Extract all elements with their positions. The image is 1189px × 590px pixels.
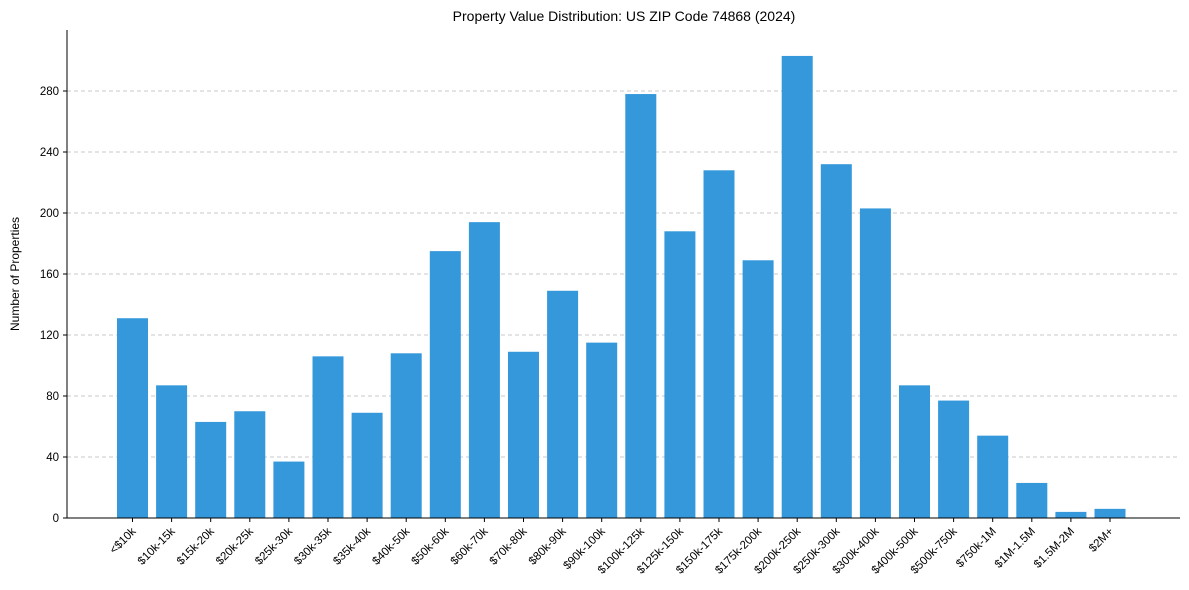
- bar: [508, 351, 539, 518]
- x-axis: <$10k$10k-15k$15k-20k$20k-25k$25k-30k$30…: [67, 517, 1180, 577]
- x-tick-label: $20k-25k: [214, 525, 256, 567]
- x-tick-label: $2M+: [1087, 525, 1116, 554]
- bar: [195, 421, 227, 518]
- bar: [586, 342, 618, 518]
- bar: [938, 400, 970, 518]
- bar: [625, 94, 657, 519]
- x-tick-label: $1.5M-2M: [1032, 526, 1077, 571]
- bar: [781, 55, 813, 519]
- bar: [664, 231, 696, 519]
- y-tick-label: 40: [46, 452, 59, 464]
- y-tick-label: 200: [40, 208, 59, 220]
- x-tick-label: <$10k: [108, 525, 139, 556]
- bar: [899, 385, 930, 518]
- bar: [703, 170, 735, 519]
- x-tick-label: $70k-80k: [488, 525, 530, 567]
- bar: [1094, 508, 1126, 518]
- y-tick-label: 80: [46, 391, 59, 403]
- x-tick-label: $1M-1.5M: [993, 526, 1038, 571]
- bar: [1016, 482, 1048, 518]
- x-tick-label: $750k-1M: [954, 526, 999, 571]
- bar: [351, 412, 383, 518]
- chart-title: Property Value Distribution: US ZIP Code…: [453, 8, 796, 24]
- bar: [156, 385, 188, 518]
- x-tick-label: $30k-35k: [292, 525, 334, 567]
- x-tick-label: $50k-60k: [409, 525, 451, 567]
- bar: [429, 251, 461, 518]
- y-tick-label: 240: [40, 147, 59, 159]
- bar: [1055, 511, 1087, 518]
- bar: [234, 411, 266, 518]
- bar: [547, 290, 579, 518]
- bar: [820, 164, 852, 518]
- x-tick-label: $60k-70k: [449, 525, 491, 567]
- bar: [390, 353, 422, 518]
- bar: [312, 356, 344, 518]
- bars: [117, 55, 1126, 519]
- y-tick-label: 120: [40, 330, 59, 342]
- y-axis-label: Number of Properties: [8, 217, 22, 331]
- x-tick-label: $25k-30k: [253, 525, 295, 567]
- x-tick-label: $40k-50k: [370, 525, 412, 567]
- y-tick-label: 280: [40, 86, 59, 98]
- y-axis: 0 40 80 120 160 200 240 280: [40, 30, 68, 525]
- y-tick-label: 0: [53, 513, 59, 525]
- x-tick-label: $15k-20k: [175, 525, 217, 567]
- bar: [977, 435, 1009, 518]
- y-tick-label: 160: [40, 269, 59, 281]
- x-tick-label: $35k-40k: [331, 525, 373, 567]
- x-tick-label: $10k-15k: [136, 525, 178, 567]
- bar: [742, 260, 774, 518]
- bar: [859, 208, 891, 519]
- bar: [273, 461, 305, 518]
- grid-lines: [67, 90, 1180, 458]
- bar: [117, 318, 148, 518]
- bar: [468, 222, 500, 518]
